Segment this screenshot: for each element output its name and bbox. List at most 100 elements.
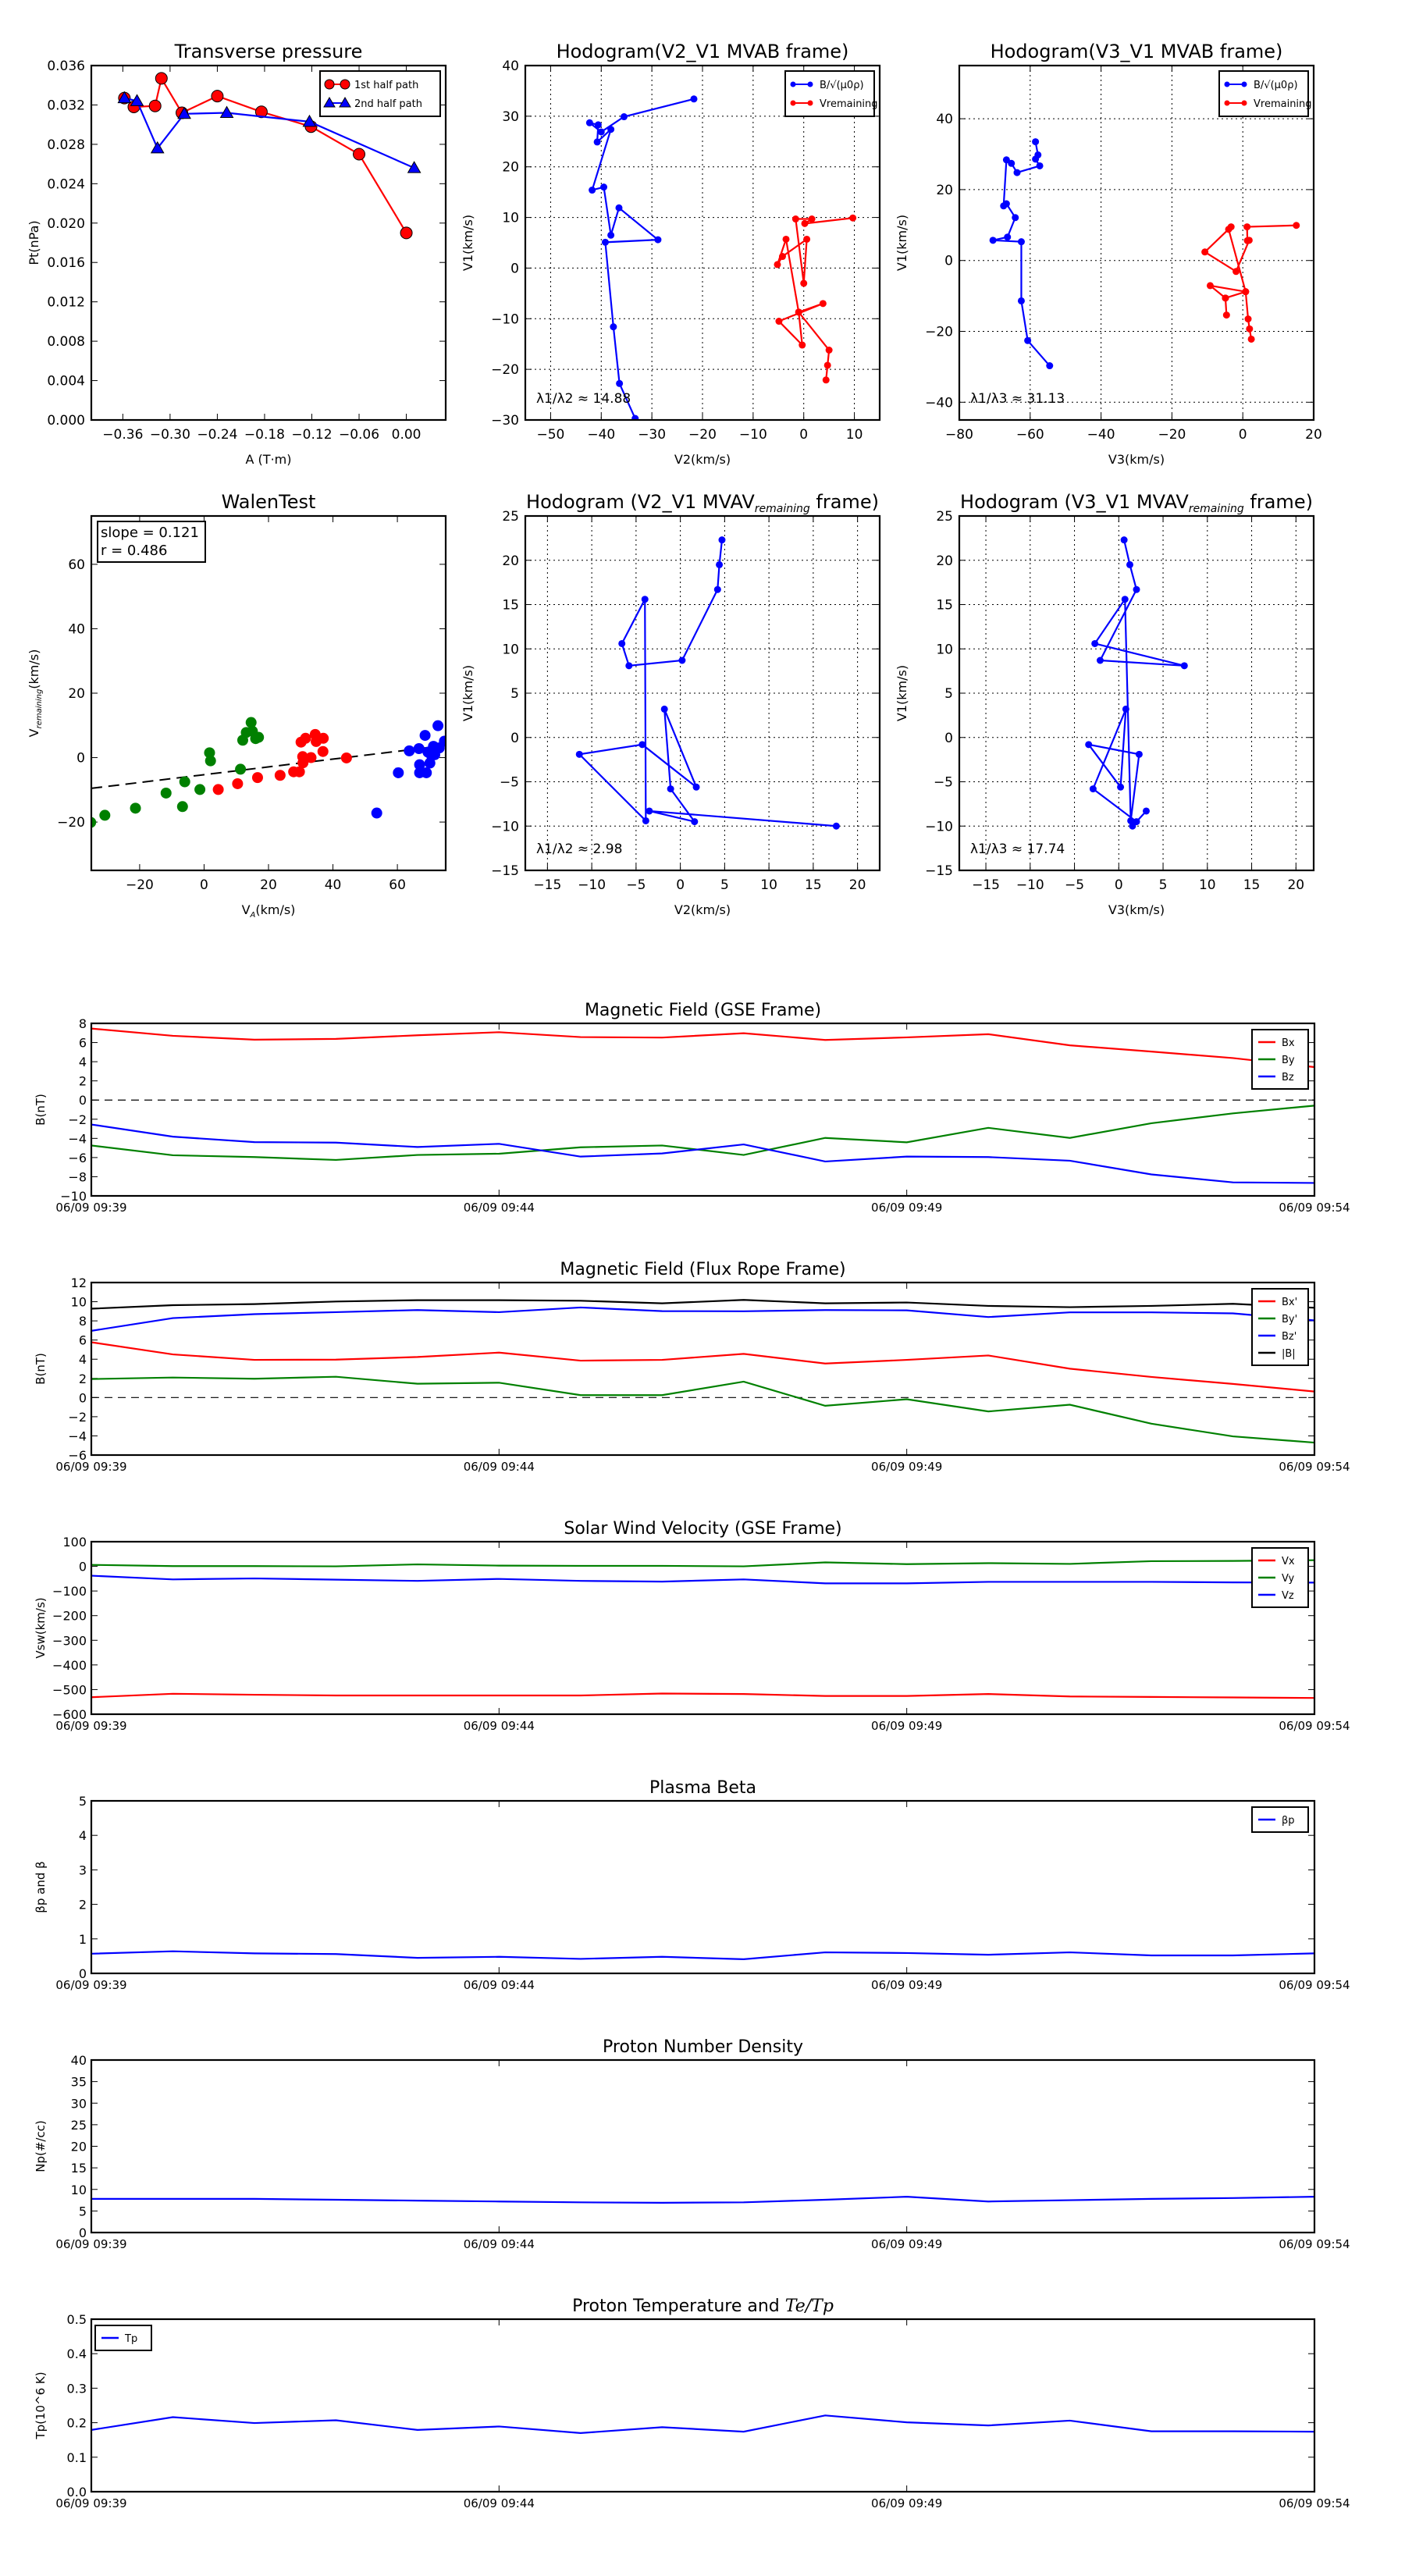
data-point <box>589 187 596 194</box>
data-point <box>155 72 168 85</box>
data-point <box>691 818 699 826</box>
x-tick-label: −80 <box>945 427 973 443</box>
data-point <box>1036 162 1044 169</box>
data-point <box>803 235 811 243</box>
data-point <box>1243 223 1251 231</box>
data-point <box>254 105 268 119</box>
legend-marker <box>339 97 351 108</box>
y-tick-label: 0.000 <box>47 413 85 429</box>
data-point <box>823 361 831 369</box>
y-tick-label: −200 <box>52 1609 87 1624</box>
plot-area <box>1085 536 1188 830</box>
series-group-2 <box>212 728 352 795</box>
y-axis-label: V1(km/s) <box>461 215 475 271</box>
x-tick-label: 06/09 09:54 <box>1279 2237 1350 2251</box>
y-tick-label: 2 <box>79 1372 87 1386</box>
plot-area <box>91 717 446 828</box>
legend-label: By <box>1282 1055 1295 1066</box>
y-axis-label: V1(km/s) <box>895 665 909 721</box>
data-point <box>1222 294 1229 302</box>
x-tick-label: 40 <box>325 877 342 893</box>
data-point <box>822 376 830 384</box>
chart-title: Hodogram(V2_V1 MVAB frame) <box>557 41 849 62</box>
x-tick-label: 0 <box>200 877 208 893</box>
data-point <box>775 318 783 326</box>
y-tick-label: 30 <box>71 2096 87 2111</box>
chart-vsw-gse: Solar Wind Velocity (GSE Frame) −600 −500 −… <box>34 1519 1350 1733</box>
data-point <box>1017 297 1025 304</box>
y-tick-label: 60 <box>68 557 85 573</box>
legend <box>1251 1288 1309 1366</box>
y-tick-label: −400 <box>52 1658 87 1673</box>
y-tick-label: 20 <box>936 183 953 198</box>
x-tick-label: −30 <box>638 427 666 443</box>
y-tick-label: 15 <box>71 2161 87 2176</box>
y-tick-label: −4 <box>68 1429 87 1443</box>
y-tick-label: 10 <box>502 642 519 657</box>
eigenvalue-ratio: λ1/λ2 ≈ 14.88 <box>536 391 631 407</box>
y-tick-label: 6 <box>79 1036 87 1051</box>
legend-marker <box>1224 81 1230 87</box>
data-point <box>601 238 609 246</box>
chart-title: Magnetic Field (GSE Frame) <box>585 1001 821 1020</box>
y-tick-label: 10 <box>71 2183 87 2197</box>
plot-frame <box>90 2058 1316 2234</box>
data-point <box>618 639 626 647</box>
legend-label: Vy <box>1282 1573 1295 1585</box>
y-tick-label: 20 <box>71 2140 87 2154</box>
series-group-3 <box>371 720 446 819</box>
y-tick-label: 0.016 <box>47 255 85 271</box>
y-tick-label: 40 <box>68 621 85 637</box>
legend-marker <box>1241 81 1247 87</box>
x-tick-label: 06/09 09:49 <box>871 2237 942 2251</box>
data-point <box>667 785 674 793</box>
y-tick-label: 4 <box>79 1055 87 1069</box>
y-tick-label: 12 <box>71 1276 87 1290</box>
data-point <box>130 94 144 106</box>
y-tick-label: −6 <box>68 1151 87 1165</box>
y-tick-label: 0.020 <box>47 216 85 232</box>
x-tick-label: −20 <box>126 877 154 893</box>
x-tick-label: 5 <box>720 877 729 893</box>
legend-marker <box>1224 100 1230 106</box>
chart-title: Hodogram (V3_V1 MVAVremaining frame) <box>960 491 1313 515</box>
data-point <box>791 215 799 223</box>
y-tick-label: 0 <box>79 2226 87 2240</box>
series-line-b <box>91 1299 1315 1310</box>
data-point <box>690 95 698 103</box>
chart-b-gse: Magnetic Field (GSE Frame) −10 −8 −6 −4 −2 0 2 4… <box>34 1001 1350 1215</box>
y-axis-label: Vremaining(km/s) <box>27 649 44 738</box>
series-line-bz <box>91 1123 1315 1184</box>
y-tick-label: 0 <box>510 261 519 276</box>
chart-title: Proton Number Density <box>603 2037 803 2057</box>
data-point <box>620 113 628 121</box>
x-tick-label: 06/09 09:54 <box>1279 1719 1350 1733</box>
x-tick-label: 06/09 09:49 <box>871 1719 942 1733</box>
series-line-vx <box>91 1692 1315 1699</box>
data-point <box>150 141 165 154</box>
data-point <box>1017 238 1025 246</box>
series-line <box>1087 539 1185 827</box>
eigenvalue-ratio: λ1/λ3 ≈ 31.13 <box>970 391 1065 407</box>
data-point <box>1024 336 1032 344</box>
data-point <box>819 300 827 308</box>
y-tick-label: −300 <box>52 1633 87 1648</box>
series-b-0- <box>989 138 1054 370</box>
series-group-1 <box>91 717 265 828</box>
data-point <box>1127 817 1135 824</box>
data-point <box>117 91 132 104</box>
chart-title: Proton Temperature and Te/Tp <box>572 2297 834 2316</box>
legend-label: Vz <box>1282 1590 1294 1602</box>
x-tick-label: −40 <box>587 427 615 443</box>
data-point <box>795 308 802 316</box>
plot-frame <box>90 1799 1316 1975</box>
plot-frame <box>90 2318 1316 2493</box>
x-tick-label: 06/09 09:39 <box>55 2237 126 2251</box>
series-2nd-half-path <box>117 91 422 173</box>
data-point <box>716 560 724 568</box>
y-axis-label: V1(km/s) <box>461 665 475 721</box>
data-point <box>631 415 639 420</box>
data-point <box>204 747 215 759</box>
legend-marker <box>807 81 813 87</box>
chart-title: WalenTest <box>222 491 316 513</box>
